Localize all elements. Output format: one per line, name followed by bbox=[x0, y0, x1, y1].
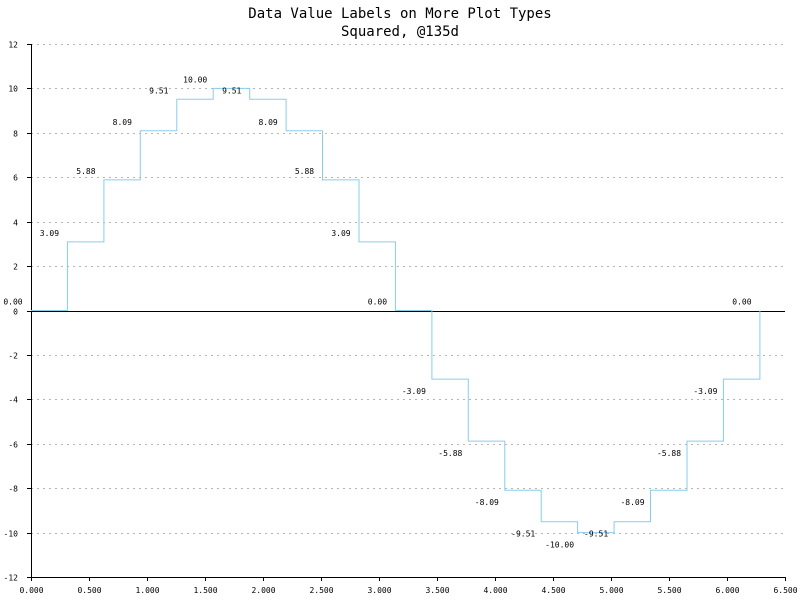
series-step-line bbox=[31, 87, 761, 534]
y-tick-label: 2 bbox=[13, 263, 18, 272]
data-value-label: -5.88 bbox=[657, 449, 681, 458]
data-value-label: -5.88 bbox=[438, 449, 462, 458]
data-value-label: 3.09 bbox=[40, 229, 59, 238]
x-tick-label: 3.000 bbox=[367, 586, 391, 595]
y-tick-label: 4 bbox=[13, 219, 18, 228]
data-value-label: -10.00 bbox=[545, 541, 574, 550]
x-tick-label: 3.500 bbox=[425, 586, 449, 595]
x-tick-label: 6.000 bbox=[715, 586, 739, 595]
data-value-label: 0.00 bbox=[368, 298, 387, 307]
axes: 12 10 8 6 4 2 0 -2 -4 -6 -8 -10 -120.000 0.500 1.000 1.… bbox=[4, 41, 798, 596]
x-tick-label: 2.000 bbox=[251, 586, 275, 595]
y-tick-label: 8 bbox=[13, 130, 18, 139]
data-value-label: 10.00 bbox=[183, 75, 207, 84]
y-tick-label: -6 bbox=[8, 441, 18, 450]
data-value-label: 5.88 bbox=[76, 167, 95, 176]
data-value-label: 9.51 bbox=[149, 86, 168, 95]
y-tick-label: -12 bbox=[4, 574, 19, 583]
chart-subtitle: Squared, @135d bbox=[340, 24, 459, 40]
y-tick-label: 0 bbox=[13, 308, 18, 317]
data-value-label: 9.51 bbox=[222, 86, 241, 95]
x-tick-label: 6.500 bbox=[773, 586, 797, 595]
x-tick-label: 5.000 bbox=[599, 586, 623, 595]
data-value-label: 0.00 bbox=[732, 298, 751, 307]
y-tick-label: -8 bbox=[8, 485, 18, 494]
data-value-label: 0.00 bbox=[3, 298, 22, 307]
y-tick-label: -10 bbox=[4, 530, 19, 539]
data-value-label: -3.09 bbox=[402, 387, 426, 396]
data-value-label: -3.09 bbox=[693, 387, 717, 396]
data-value-label: 8.09 bbox=[258, 118, 277, 127]
x-tick-label: 0.500 bbox=[77, 586, 101, 595]
data-value-label: -8.09 bbox=[475, 498, 499, 507]
x-tick-label: 1.000 bbox=[135, 586, 159, 595]
x-tick-label: 4.000 bbox=[483, 586, 507, 595]
series bbox=[31, 87, 761, 534]
data-value-label: 3.09 bbox=[331, 229, 350, 238]
data-value-label: 8.09 bbox=[113, 118, 132, 127]
y-tick-label: 12 bbox=[8, 41, 18, 50]
data-value-label: -9.51 bbox=[511, 530, 535, 539]
x-tick-label: 5.500 bbox=[657, 586, 681, 595]
x-tick-label: 4.500 bbox=[541, 586, 565, 595]
y-tick-label: -2 bbox=[8, 352, 18, 361]
x-tick-label: 2.500 bbox=[309, 586, 333, 595]
data-value-label: -8.09 bbox=[620, 498, 644, 507]
x-tick-label: 0.000 bbox=[19, 586, 43, 595]
chart-title: Data Value Labels on More Plot Types bbox=[248, 6, 552, 22]
y-tick-label: -4 bbox=[8, 396, 18, 405]
data-value-label: -9.51 bbox=[584, 530, 608, 539]
y-tick-label: 6 bbox=[13, 174, 18, 183]
data-value-label: 5.88 bbox=[295, 167, 314, 176]
data-labels: 0.00 3.09 5.88 8.09 9.51 10.00 9.51 8.09 5.88 3.0… bbox=[3, 75, 751, 549]
y-tick-label: 10 bbox=[8, 85, 18, 94]
x-tick-label: 1.500 bbox=[193, 586, 217, 595]
